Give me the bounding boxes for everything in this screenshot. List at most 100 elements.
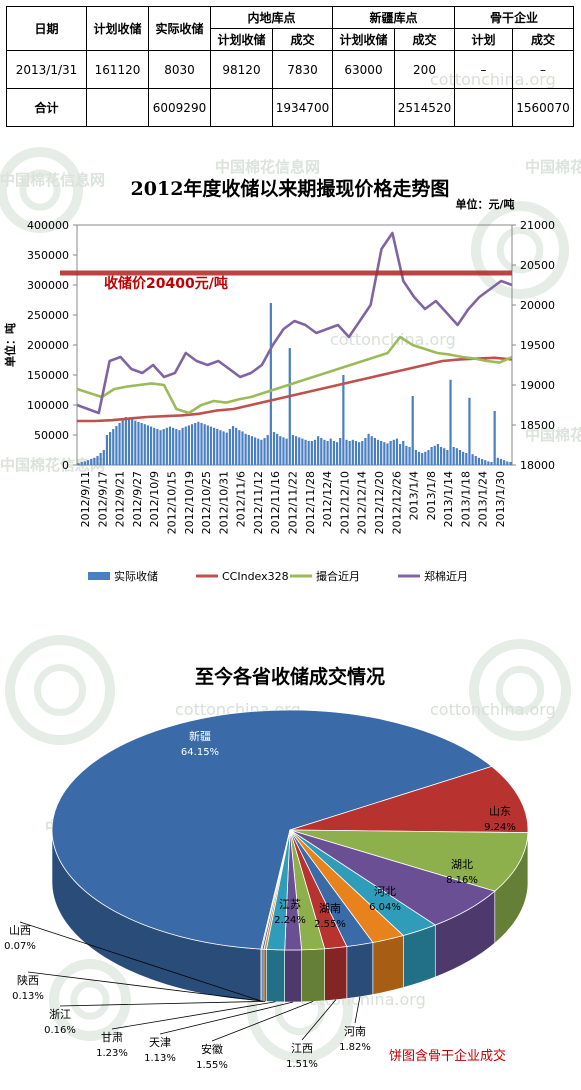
left-tick-label: 0 xyxy=(62,459,69,472)
bar-mark xyxy=(86,460,90,465)
bar-mark xyxy=(263,438,266,465)
bar-mark xyxy=(159,430,162,465)
watermark-ring xyxy=(5,635,115,745)
pie-label-value: 0.07% xyxy=(4,941,36,952)
watermark-ring xyxy=(469,639,571,741)
pie-label-name: 安徽 xyxy=(201,1042,223,1056)
pie-label-name: 湖南 xyxy=(319,902,341,915)
pie-label-name: 江苏 xyxy=(279,898,301,911)
bar-mark xyxy=(181,427,184,465)
right-tick-label: 21000 xyxy=(520,219,555,232)
cell-inland-planned: 98120 xyxy=(210,50,273,89)
x-tick-label: 2012/11/6 xyxy=(235,471,248,527)
pie-label-value: 2.24% xyxy=(274,915,306,926)
pie-label-value: 2.55% xyxy=(314,919,346,930)
cell-planned xyxy=(86,88,149,127)
bar-mark xyxy=(228,429,231,465)
bar-mark xyxy=(361,441,364,465)
summary-table-container: 日期 计划收储 实际收储 内地库点 新疆库点 骨干企业 计划收储 成交 计划收储… xyxy=(6,6,574,127)
bar-mark xyxy=(509,462,512,465)
bar-mark xyxy=(477,457,481,465)
x-tick-label: 2012/9/17 xyxy=(96,471,109,527)
pie-label-name: 河南 xyxy=(344,1025,366,1038)
x-tick-label: 2012/10/9 xyxy=(148,471,161,527)
bar-mark xyxy=(222,431,225,465)
watermark-text: 中国棉花信息网 xyxy=(525,158,581,176)
bar-mark xyxy=(83,461,86,465)
bar-mark xyxy=(298,437,301,465)
watermark-text: 中国棉花信息网 xyxy=(215,158,320,176)
watermark-ring xyxy=(495,665,545,715)
watermark-ring xyxy=(471,201,569,299)
cell-inland-planned xyxy=(210,88,273,127)
bar-mark xyxy=(131,419,134,465)
watermark-text: cottonchina.org xyxy=(430,700,556,719)
watermark-ring xyxy=(496,226,544,274)
pie-label-name: 河北 xyxy=(374,885,396,898)
header-actual-storage: 实际收储 xyxy=(148,6,211,51)
x-tick-label: 2013/1/4 xyxy=(408,471,421,520)
subheader-bb-deal: 成交 xyxy=(512,28,574,51)
header-date: 日期 xyxy=(6,6,87,51)
right-tick-label: 18500 xyxy=(520,419,555,432)
bar-mark xyxy=(398,444,402,465)
bar-mark xyxy=(348,441,351,465)
pie-label-value: 0.16% xyxy=(44,1025,76,1036)
bar-mark xyxy=(301,438,304,465)
pie-label-name: 江西 xyxy=(291,1042,313,1055)
legend-label: CCIndex328 xyxy=(222,570,289,583)
cell-xj-deal: 200 xyxy=(394,50,455,89)
left-tick-label: 200000 xyxy=(27,339,69,352)
pie-label-name: 浙江 xyxy=(49,1008,71,1021)
pie-leader-line xyxy=(19,921,262,1002)
bar-mark xyxy=(386,443,389,465)
bar-mark xyxy=(216,429,219,465)
bar-mark xyxy=(102,450,105,465)
bar-mark xyxy=(124,417,127,465)
bar-mark xyxy=(320,438,323,465)
bar-mark xyxy=(345,439,348,465)
bar-mark xyxy=(364,438,367,465)
bar-mark xyxy=(433,445,436,465)
bar-mark xyxy=(421,453,424,465)
bar-mark xyxy=(260,439,263,465)
bar-mark xyxy=(323,439,326,465)
bar-mark xyxy=(332,441,336,465)
bar-mark xyxy=(93,457,96,465)
bar-mark xyxy=(282,437,285,465)
x-tick-label: 2012/12/20 xyxy=(373,471,386,534)
cell-actual: 8030 xyxy=(148,50,211,89)
pie-leader-line xyxy=(111,1001,276,1030)
bar-mark xyxy=(458,450,462,465)
bar-mark xyxy=(90,459,93,465)
pie-slice-side xyxy=(372,935,404,995)
pie-label-value: 9.24% xyxy=(484,822,516,833)
x-tick-label: 2013/1/30 xyxy=(494,471,507,527)
bar-mark xyxy=(487,461,490,465)
bar-mark xyxy=(443,448,446,465)
bar-mark xyxy=(105,435,109,465)
table-row: 2013/1/31 161120 8030 98120 7830 63000 2… xyxy=(6,50,574,89)
series-line-1 xyxy=(77,356,513,423)
cell-date: 合计 xyxy=(6,88,87,127)
legend-label: 撮合近月 xyxy=(316,569,360,583)
subheader-xj-planned: 计划收储 xyxy=(332,28,395,51)
cell-bb-plan xyxy=(454,88,513,127)
pie-slice-side xyxy=(324,946,348,1002)
header-backbone: 骨干企业 xyxy=(454,6,574,29)
series-line-3 xyxy=(76,231,513,415)
bar-mark xyxy=(225,432,228,465)
cell-bb-plan: – xyxy=(454,50,513,89)
x-tick-label: 2012/11/12 xyxy=(252,471,265,534)
pie-label-value: 1.51% xyxy=(286,1059,318,1070)
bar-mark xyxy=(351,439,354,465)
bar-mark xyxy=(329,438,332,465)
x-tick-label: 2012/9/27 xyxy=(131,471,144,527)
bar-mark xyxy=(506,461,509,465)
bar-mark xyxy=(153,427,156,465)
pie-leader-line xyxy=(27,971,264,1002)
right-tick-label: 18000 xyxy=(520,459,555,472)
bar-mark xyxy=(272,432,276,465)
bar-mark xyxy=(219,430,222,465)
